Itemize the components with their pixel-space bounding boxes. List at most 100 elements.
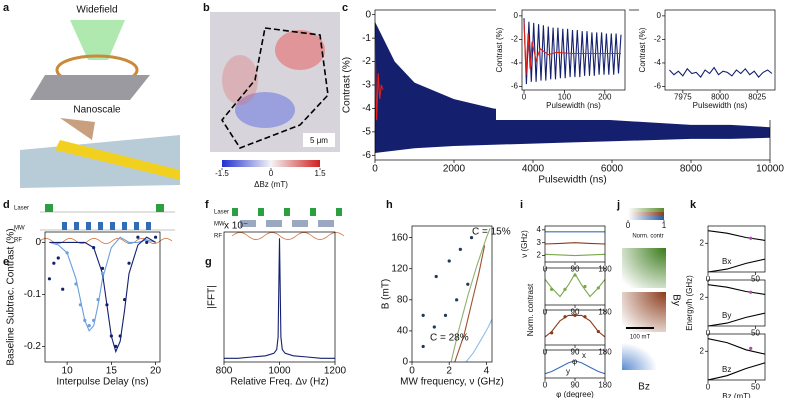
chart-background: [496, 6, 629, 120]
chart: 0 100 200 0 -2 -4 -6 Pulsewidth (ns) Contrast (%…: [495, 6, 629, 120]
x-tick-label: 4000: [522, 164, 545, 175]
map-brown: [622, 292, 666, 332]
data-line: [450, 228, 491, 362]
data-point: [109, 334, 113, 338]
y-tick-label: -0.1: [24, 289, 42, 300]
axes-frame: [411, 225, 493, 363]
data-line: [545, 314, 605, 338]
y-tick-label: 0: [402, 357, 408, 368]
data-point: [466, 282, 470, 286]
y-axis-label: Norm. contrast: [526, 283, 535, 336]
data-point: [78, 303, 82, 307]
colorbar-tick-label: 0: [626, 221, 631, 230]
data-point: [469, 236, 474, 240]
data-line: [545, 272, 605, 298]
x-tick-label: 10000: [756, 164, 784, 175]
data-point: [52, 261, 56, 265]
x-tick-label: 0: [543, 380, 548, 389]
annotation: x 10⁻: [224, 221, 248, 232]
x-tick-label: 90: [571, 264, 580, 273]
data-point: [563, 315, 567, 319]
data-point: [443, 313, 448, 317]
panel-letter: i: [520, 199, 523, 211]
panel-letter: g: [205, 256, 212, 268]
plot-area: [224, 238, 335, 359]
data-line: [669, 66, 773, 78]
data-line: [545, 242, 605, 245]
x-tick-label: 200: [598, 92, 612, 101]
y-axis-label: Energy/h (GHz): [685, 275, 694, 331]
y-tick-label: -6: [511, 82, 519, 91]
panel-j: Norm. contr 100 mT Bz By: [622, 208, 681, 393]
x-tick-label: 4: [484, 366, 490, 377]
waveguide: [55, 140, 180, 180]
data-point: [458, 247, 462, 251]
colorbar: [628, 212, 664, 216]
row-label: MW: [214, 222, 225, 228]
row-label: RF: [14, 238, 22, 244]
data-line: [708, 362, 765, 380]
panel-a: Widefield Nanoscale: [20, 5, 180, 188]
field-map: [210, 12, 340, 152]
x-tick-label: 50: [751, 382, 760, 391]
x-tick-label: 0: [372, 164, 378, 175]
laser-pulse: [156, 204, 164, 212]
y-tick-label: 0: [657, 11, 662, 20]
annotation: C = 28%: [430, 333, 469, 344]
nanoscale-label: Nanoscale: [73, 105, 121, 116]
substrate: [30, 75, 150, 100]
data-point: [583, 284, 587, 289]
y-tick-label: 80: [397, 294, 409, 305]
data-point: [596, 329, 600, 334]
data-point: [61, 287, 65, 291]
data-line: [708, 258, 765, 272]
x-tick-label: 800: [216, 366, 233, 377]
data-point: [136, 235, 140, 239]
data-point: [83, 318, 87, 322]
data-point: [749, 290, 753, 294]
panel-letter: a: [3, 2, 10, 14]
data-point: [455, 298, 459, 302]
rf-wave: [39, 238, 173, 244]
y-tick-label: -5: [362, 127, 371, 138]
laser-pulses: [232, 208, 342, 216]
x-tick-label: 100: [558, 92, 572, 101]
data-line: [708, 338, 765, 355]
data-line: [708, 312, 765, 326]
annotation: φ: [572, 357, 577, 366]
chart: 10 15 20 0 -0.1 -0.2 Interpulse Delay (ns) Base…: [6, 228, 162, 387]
x-tick-label: 8000: [680, 164, 703, 175]
data-line: [454, 245, 486, 362]
data-line: [708, 284, 765, 295]
data-line: [523, 21, 621, 75]
data-line: [224, 238, 335, 359]
colorbar: [628, 216, 664, 220]
row-label: Laser: [214, 210, 229, 216]
axes-frame: [707, 279, 766, 327]
panel-f: Laser MW RF: [214, 208, 345, 240]
data-point: [96, 298, 100, 302]
annotation: Bx: [722, 257, 731, 266]
data-point: [105, 303, 109, 307]
data-line: [375, 38, 384, 121]
colorbar-tick-label: 0: [269, 169, 274, 178]
annotation: By: [722, 311, 731, 320]
x-tick-label: 0: [706, 328, 711, 337]
x-tick-label: 6000: [601, 164, 624, 175]
x-tick-label: 90: [571, 380, 580, 389]
y-tick-label: 0: [514, 11, 519, 20]
data-point: [447, 259, 451, 263]
plot-area: [375, 21, 770, 153]
x-tick-label: 20: [150, 366, 162, 377]
data-point: [573, 273, 577, 277]
map-blue: [622, 336, 666, 370]
x-label: Bz: [638, 382, 650, 393]
y-tick-label: 4: [537, 225, 542, 234]
y-tick-label: 2: [537, 251, 542, 260]
red-region: [275, 30, 325, 70]
data-point: [421, 344, 425, 349]
data-point: [749, 346, 753, 350]
y-tick-label: 2: [700, 292, 705, 301]
